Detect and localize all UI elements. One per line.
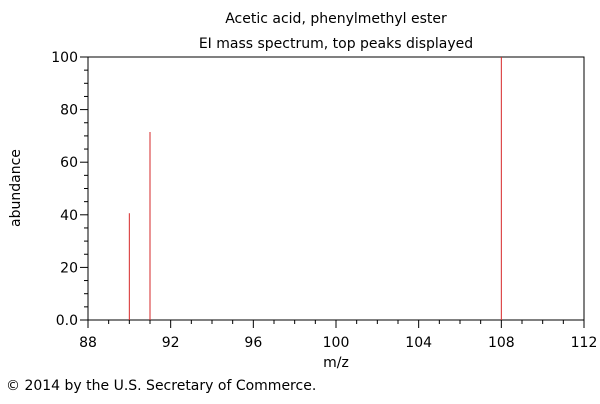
y-tick-label: 80 <box>60 103 78 119</box>
y-tick-label: 60 <box>60 155 78 171</box>
x-tick-label: 100 <box>323 335 350 351</box>
x-axis-ticks: 88 92 96 100 104 108 112 <box>79 320 597 351</box>
chart-subtitle: EI mass spectrum, top peaks displayed <box>199 36 473 52</box>
x-axis-label: m/z <box>323 355 349 371</box>
x-tick-label: 104 <box>405 335 432 351</box>
plot-frame <box>87 56 585 321</box>
copyright-notice: © 2014 by the U.S. Secretary of Commerce… <box>6 378 317 394</box>
x-tick-label: 96 <box>244 335 262 351</box>
y-axis-ticks: 0.0 20 40 60 80 100 <box>51 50 88 329</box>
chart-title: Acetic acid, phenylmethyl ester <box>225 11 447 27</box>
peak-series <box>128 57 502 320</box>
x-tick-label: 88 <box>79 335 97 351</box>
y-tick-label: 40 <box>60 208 78 224</box>
x-tick-label: 112 <box>571 335 598 351</box>
y-tick-label: 20 <box>60 260 78 276</box>
y-tick-label: 100 <box>51 50 78 66</box>
x-tick-label: 92 <box>162 335 180 351</box>
x-tick-label: 108 <box>488 335 515 351</box>
y-axis-label: abundance <box>8 149 24 227</box>
y-tick-label: 0.0 <box>56 313 78 329</box>
